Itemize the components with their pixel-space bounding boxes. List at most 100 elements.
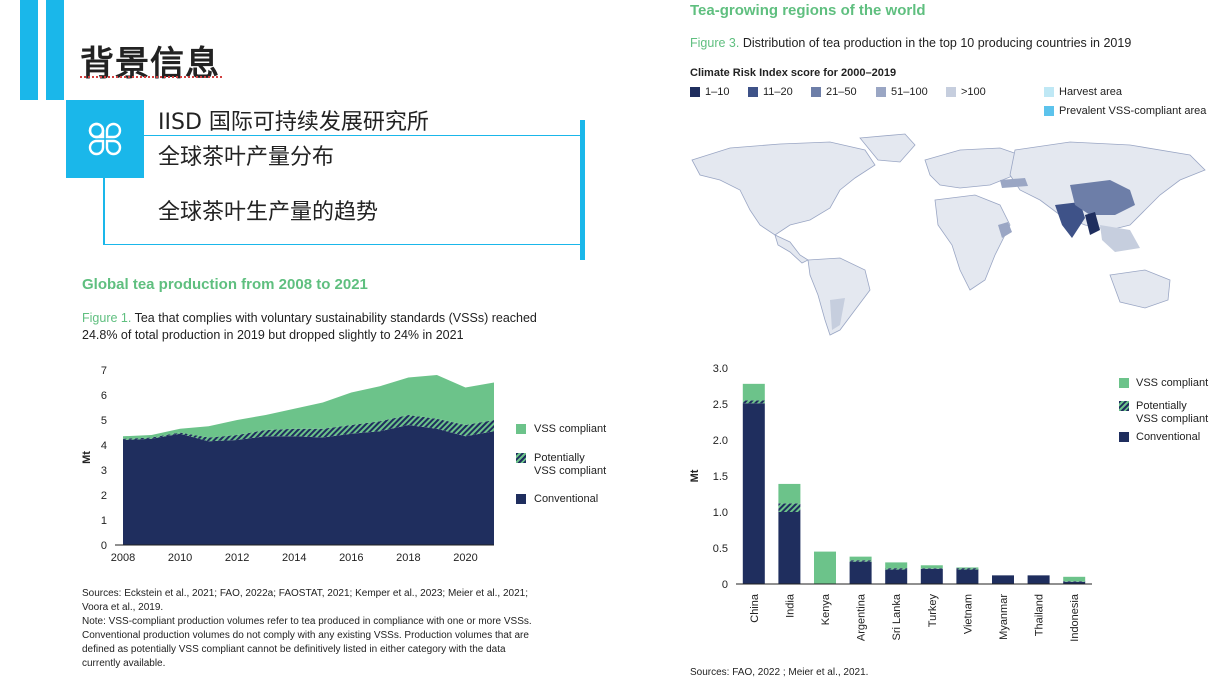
map-africa [934, 194, 1011, 291]
bar-category-label: Vietnam [962, 594, 974, 634]
world-map [691, 133, 1206, 336]
x-tick-label: 2014 [282, 552, 306, 564]
map-south-america [807, 257, 871, 336]
right-sources: Sources: FAO, 2022 ; Meier et al., 2021. [690, 667, 869, 678]
bar-legend-swatch-potential [1119, 401, 1129, 411]
cri-label-1: 1–10 [705, 86, 730, 98]
bar-vss [778, 483, 801, 504]
bar-y-axis-label: Mt [689, 469, 701, 482]
map-argentina [830, 298, 845, 330]
legend-swatch-potential [516, 453, 526, 463]
cri-swatch-5 [946, 87, 956, 97]
y-tick-label: 7 [101, 365, 107, 377]
x-tick-label: 2010 [168, 552, 192, 564]
bar-y-tick-label: 2.0 [713, 435, 728, 447]
bar-vss [920, 565, 943, 569]
bar-category-label: China [749, 593, 761, 623]
map-central-america [774, 234, 809, 264]
cri-label-3: 21–50 [826, 86, 857, 98]
bar-conventional [885, 569, 908, 584]
right-figure-caption: Figure 3. Distribution of tea production… [690, 35, 1131, 52]
area-chart: 0 1 2 3 4 5 6 7 Mt 2008 2010 2012 2014 2016 2018 2020 [81, 365, 494, 564]
right-caption-text: Distribution of tea production in the to… [742, 36, 1132, 50]
x-tick-label: 2018 [396, 552, 420, 564]
bar-category-label: Thailand [1034, 594, 1046, 636]
map-china [1070, 180, 1135, 215]
bar-potential [956, 568, 979, 570]
bar-conventional [778, 512, 801, 584]
y-tick-label: 3 [101, 465, 107, 477]
bar-conventional [1027, 575, 1050, 584]
bar-potential [778, 503, 801, 512]
clover-icon [88, 122, 122, 156]
x-tick-label: 2012 [225, 552, 249, 564]
info-item-2: 全球茶叶生产量的趋势 [158, 200, 379, 225]
left-sources: Sources: Eckstein et al., 2021; FAO, 202… [82, 587, 532, 671]
x-tick-label: 2008 [111, 552, 135, 564]
legend-swatch-vss [516, 424, 526, 434]
vss-area-swatch [1044, 106, 1054, 116]
cri-swatch-3 [811, 87, 821, 97]
bar-y-tick-label: 1.0 [713, 507, 728, 519]
note-line-1: Note: VSS-compliant production volumes r… [82, 616, 532, 627]
bar-y-tick-label: 1.5 [713, 471, 728, 483]
bar-vss [885, 562, 908, 569]
legend-label-potential: Potentially VSS compliant [534, 452, 606, 478]
cri-label-4: 51–100 [891, 86, 928, 98]
y-axis-label: Mt [81, 451, 93, 464]
area-potential [123, 415, 494, 442]
left-section-title: Global tea production from 2008 to 2021 [82, 276, 368, 293]
accent-bar-2 [46, 0, 64, 100]
cri-swatch-2 [748, 87, 758, 97]
y-tick-label: 2 [101, 490, 107, 502]
info-box-left-border [103, 170, 105, 244]
legend-label-conventional: Conventional [534, 493, 599, 505]
bar-vss [1063, 576, 1086, 582]
legend-label-potential-2: VSS compliant [534, 465, 607, 477]
bar-vss [956, 567, 979, 569]
y-tick-label: 6 [101, 390, 107, 402]
map-north-america [691, 141, 876, 236]
bar-legend-label-potential: Potentially VSS compliant [1136, 400, 1208, 426]
cri-swatch-1 [690, 87, 700, 97]
bar-conventional [1063, 581, 1086, 584]
bar-conventional [956, 569, 979, 584]
y-tick-label: 4 [101, 440, 107, 452]
map-sri-lanka-kenya-region [998, 222, 1012, 238]
bar-legend-potential-2: VSS compliant [1136, 413, 1209, 425]
bar-chart: 0 0.5 1.0 1.5 2.0 2.5 3.0 Mt China India Kenya Arge… [689, 363, 1092, 642]
left-figure-label: Figure 1. [82, 311, 132, 325]
source-org: IISD 国际可持续发展研究所 [158, 110, 429, 135]
bar-potential [849, 560, 872, 562]
x-tick-label: 2016 [339, 552, 363, 564]
harvest-label: Harvest area [1059, 86, 1122, 98]
bar-potential [920, 568, 943, 569]
bar-category-label: India [784, 593, 796, 618]
left-figure-caption: Figure 1. Tea that complies with volunta… [82, 310, 537, 344]
bar-potential [742, 400, 765, 404]
sources-line-2: Voora et al., 2019. [82, 602, 164, 613]
map-myanmar [1085, 212, 1100, 235]
bar-category-label: Turkey [927, 594, 939, 628]
bar-vss [814, 551, 836, 584]
cri-title: Climate Risk Index score for 2000–2019 [690, 67, 897, 79]
right-section-title: Tea-growing regions of the world [690, 2, 926, 19]
map-india [1055, 202, 1085, 238]
bar-potential [885, 568, 908, 570]
bar-category-label: Argentina [856, 593, 868, 641]
legend-label-potential-1: Potentially [534, 452, 585, 464]
x-tick-label: 2020 [453, 552, 477, 564]
bar-y-tick-label: 0.5 [713, 543, 728, 555]
bar-conventional [992, 575, 1014, 584]
cri-label-2: 11–20 [763, 86, 793, 98]
bar-conventional [849, 561, 872, 584]
bar-legend-potential-1: Potentially [1136, 400, 1187, 412]
info-icon-box [66, 100, 144, 178]
area-conventional [123, 425, 494, 545]
map-australia [1109, 269, 1171, 309]
info-box-accent [580, 120, 585, 260]
bar-y-tick-label: 2.5 [713, 399, 728, 411]
harvest-swatch [1044, 87, 1054, 97]
y-tick-label: 1 [101, 515, 107, 527]
accent-bar-1 [20, 0, 38, 100]
